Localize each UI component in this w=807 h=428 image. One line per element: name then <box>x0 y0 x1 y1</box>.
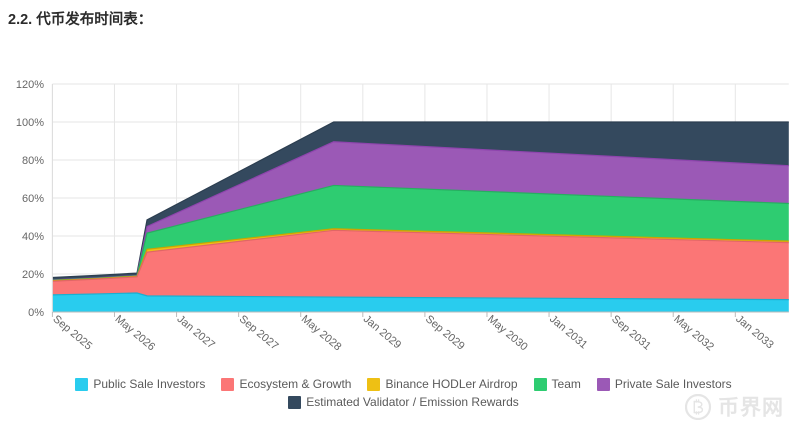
svg-text:Jan 2027: Jan 2027 <box>175 313 217 351</box>
svg-text:May 2032: May 2032 <box>671 313 716 353</box>
svg-text:100%: 100% <box>16 117 44 129</box>
svg-text:May 2030: May 2030 <box>485 313 530 353</box>
svg-text:币界网: 币界网 <box>718 397 784 420</box>
svg-text:20%: 20% <box>22 269 44 281</box>
svg-text:Jan 2033: Jan 2033 <box>733 313 775 351</box>
svg-text:May 2026: May 2026 <box>113 313 158 353</box>
svg-text:60%: 60% <box>22 193 44 205</box>
svg-text:Sep 2031: Sep 2031 <box>609 313 653 352</box>
svg-text:80%: 80% <box>22 155 44 167</box>
svg-text:Jan 2031: Jan 2031 <box>547 313 589 351</box>
svg-text:Sep 2027: Sep 2027 <box>237 313 281 352</box>
svg-text:0%: 0% <box>28 307 44 319</box>
svg-text:40%: 40% <box>22 231 44 243</box>
svg-text:Sep 2025: Sep 2025 <box>50 313 94 352</box>
svg-text:Sep 2029: Sep 2029 <box>423 313 467 352</box>
svg-text:120%: 120% <box>16 79 44 91</box>
svg-text:Jan 2029: Jan 2029 <box>361 313 403 351</box>
svg-text:May 2028: May 2028 <box>299 313 344 353</box>
